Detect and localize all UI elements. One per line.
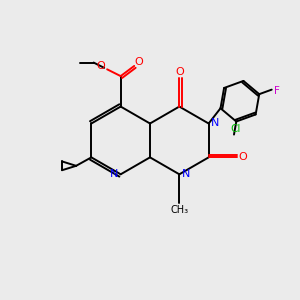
Text: O: O bbox=[176, 68, 184, 77]
Text: O: O bbox=[97, 61, 106, 71]
Text: N: N bbox=[211, 118, 219, 128]
Text: N: N bbox=[110, 169, 118, 179]
Text: F: F bbox=[274, 86, 280, 96]
Text: O: O bbox=[134, 57, 143, 68]
Text: O: O bbox=[238, 152, 247, 162]
Text: N: N bbox=[182, 169, 190, 179]
Text: Cl: Cl bbox=[230, 124, 241, 134]
Text: CH₃: CH₃ bbox=[171, 205, 189, 214]
